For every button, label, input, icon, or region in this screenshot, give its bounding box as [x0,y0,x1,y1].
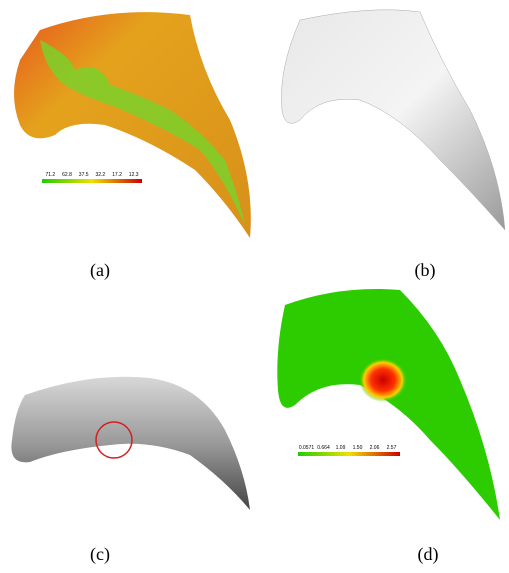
colorbar [42,179,142,183]
colorbar-label: 71.2 [45,172,55,178]
panel-b: (b) [281,10,505,281]
colorbar-label: 62.8 [62,172,72,178]
panel-label: (c) [90,544,110,565]
colorbar-label: 1.50 [353,445,363,451]
figure: 71.2 62.8 37.5 32.2 17.2 12.3 (a) (b) (c) 0.0… [0,0,509,573]
colorbar-label: 17.2 [112,172,122,178]
shape [11,377,250,510]
colorbar-label: 0.664 [317,445,330,451]
colorbar-label: 0.0571 [299,445,315,451]
colorbar-label: 1.09 [336,445,346,451]
panel-label: (b) [415,260,436,281]
panel-c: (c) [11,377,250,565]
shape [281,10,505,230]
page: 71.2 62.8 37.5 32.2 17.2 12.3 (a) (b) (c) 0.0… [0,0,509,573]
colorbar-label: 2.06 [370,445,380,451]
hotspot [359,358,407,402]
colorbar [298,452,400,456]
panel-label: (d) [418,544,439,565]
colorbar-label: 32.2 [95,172,105,178]
panel-a: 71.2 62.8 37.5 32.2 17.2 12.3 (a) [14,12,251,281]
panel-label: (a) [90,260,110,281]
colorbar-label: 12.3 [129,172,139,178]
colorbar-label: 37.5 [79,172,89,178]
shape [277,289,500,520]
colorbar-label: 2.57 [387,445,397,451]
